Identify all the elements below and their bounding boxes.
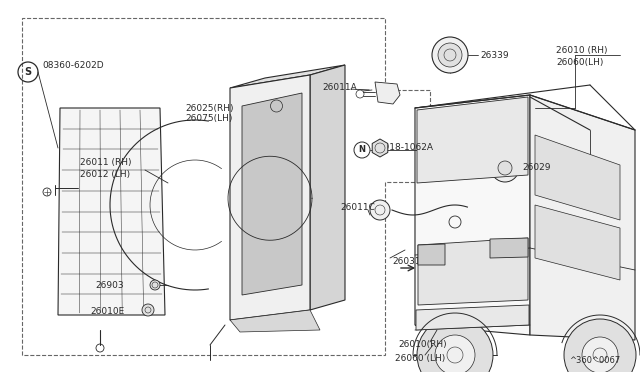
- Circle shape: [438, 43, 462, 67]
- Polygon shape: [490, 238, 528, 258]
- Text: N: N: [358, 145, 365, 154]
- Polygon shape: [310, 65, 345, 310]
- Text: 26011 (RH): 26011 (RH): [80, 157, 131, 167]
- Text: 08918-1062A: 08918-1062A: [372, 142, 433, 151]
- Text: 26060 (LH): 26060 (LH): [395, 353, 445, 362]
- Text: 26012 (LH): 26012 (LH): [80, 170, 130, 180]
- Polygon shape: [372, 139, 388, 157]
- Text: 26025(RH): 26025(RH): [185, 103, 234, 112]
- Text: 26010(RH): 26010(RH): [398, 340, 447, 350]
- Circle shape: [491, 154, 519, 182]
- Polygon shape: [530, 95, 635, 340]
- Text: 26010 (RH): 26010 (RH): [556, 45, 607, 55]
- Circle shape: [150, 280, 160, 290]
- Text: 26010E: 26010E: [90, 308, 124, 317]
- Polygon shape: [417, 97, 528, 183]
- Circle shape: [370, 200, 390, 220]
- Circle shape: [435, 335, 475, 372]
- Polygon shape: [535, 135, 620, 220]
- Polygon shape: [58, 108, 165, 315]
- Text: 26011A: 26011A: [322, 83, 356, 93]
- Circle shape: [582, 337, 618, 372]
- Polygon shape: [230, 75, 310, 320]
- Polygon shape: [535, 205, 620, 280]
- Polygon shape: [418, 244, 445, 265]
- Circle shape: [432, 37, 468, 73]
- Circle shape: [498, 161, 512, 175]
- Circle shape: [142, 304, 154, 316]
- Polygon shape: [242, 93, 302, 295]
- Polygon shape: [416, 305, 529, 330]
- Text: 26011C: 26011C: [340, 203, 375, 212]
- Polygon shape: [418, 238, 528, 305]
- Circle shape: [564, 319, 636, 372]
- Text: 26060(LH): 26060(LH): [556, 58, 604, 67]
- Text: 26903: 26903: [95, 280, 124, 289]
- Polygon shape: [375, 82, 400, 104]
- Text: 08360-6202D: 08360-6202D: [42, 61, 104, 70]
- Polygon shape: [415, 95, 530, 335]
- Text: 26339: 26339: [480, 51, 509, 60]
- Polygon shape: [230, 310, 320, 332]
- Text: ^360^0067: ^360^0067: [569, 356, 620, 365]
- Text: S: S: [24, 67, 31, 77]
- Text: 26029: 26029: [522, 164, 550, 173]
- Text: 26075(LH): 26075(LH): [185, 113, 232, 122]
- Polygon shape: [230, 65, 345, 88]
- Text: 26031: 26031: [392, 257, 420, 266]
- Circle shape: [417, 317, 493, 372]
